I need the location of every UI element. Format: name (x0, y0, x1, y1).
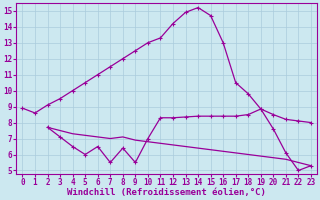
X-axis label: Windchill (Refroidissement éolien,°C): Windchill (Refroidissement éolien,°C) (67, 188, 266, 197)
